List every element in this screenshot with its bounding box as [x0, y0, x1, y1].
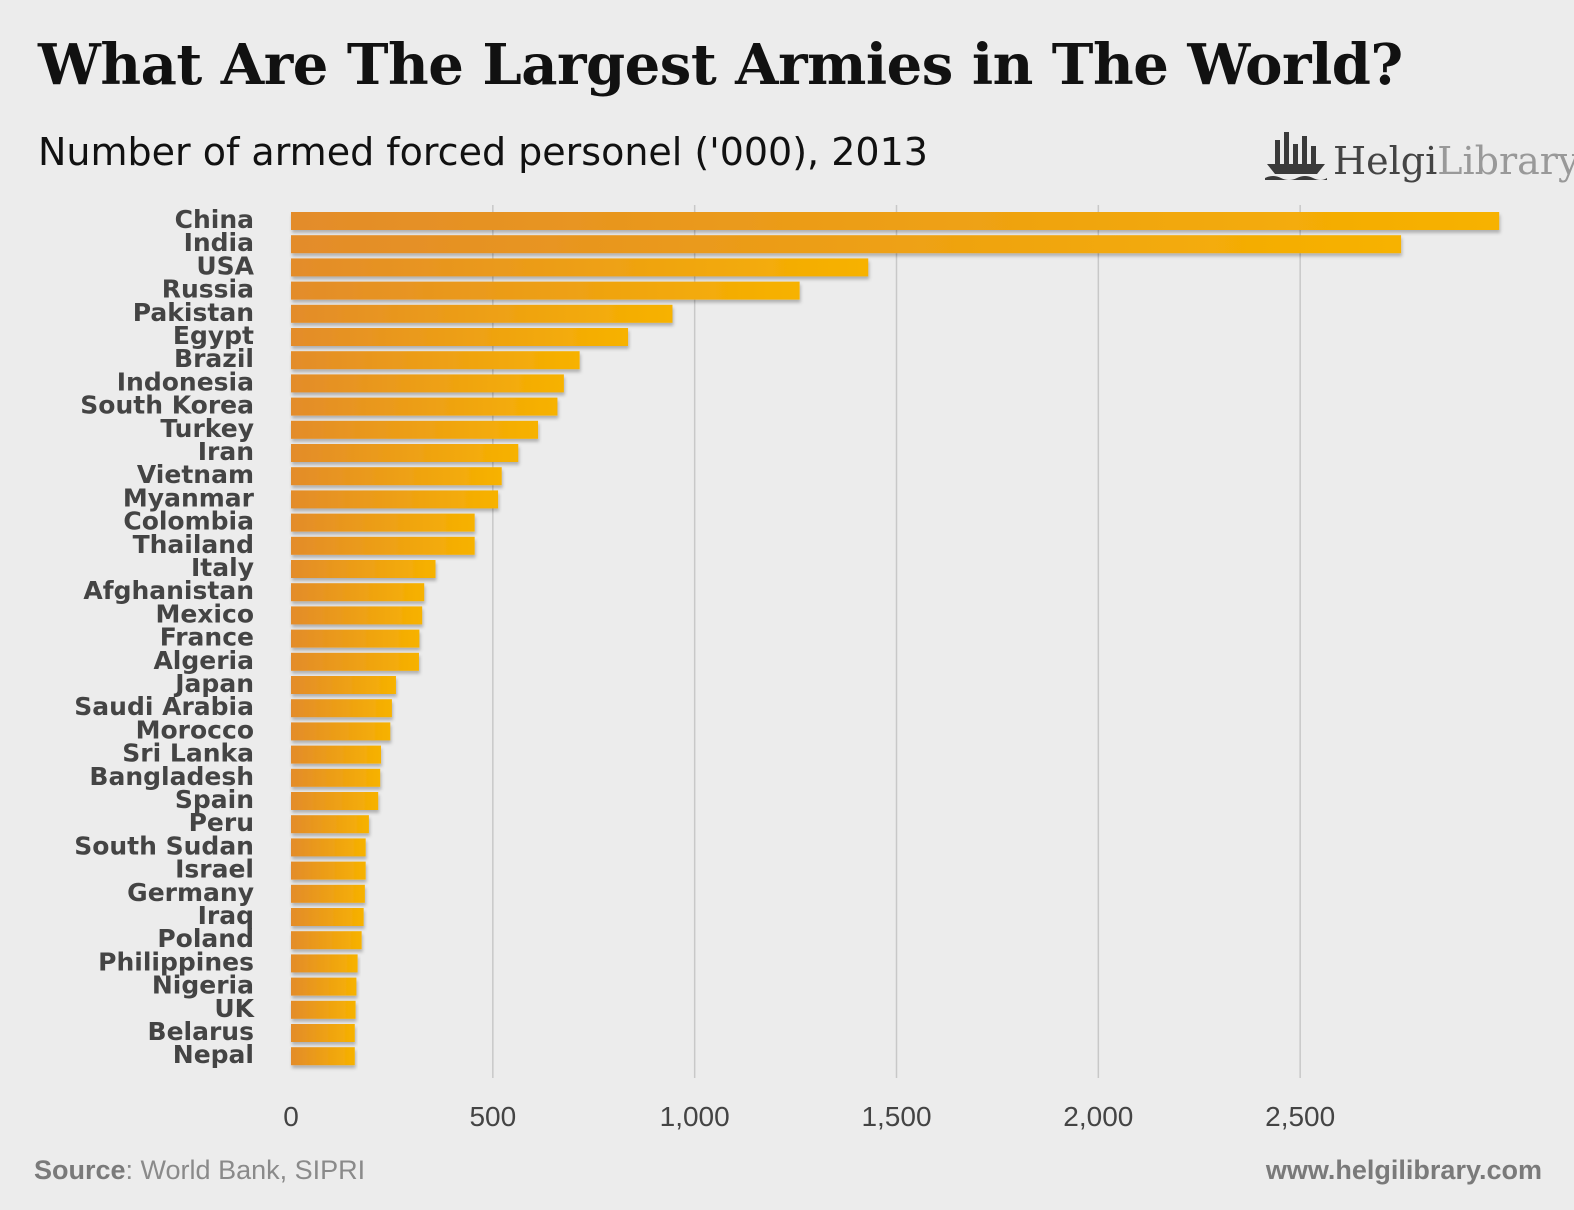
- bar-belarus: [291, 1024, 355, 1042]
- bar-israel: [291, 861, 366, 880]
- category-label: Nigeria: [152, 971, 254, 1000]
- ship-icon: [1265, 132, 1327, 180]
- category-label: UK: [214, 994, 255, 1023]
- gridlines: [492, 205, 1301, 1078]
- bar-afghanistan: [291, 583, 425, 602]
- bar-japan: [291, 676, 396, 694]
- bar-thailand: [291, 536, 475, 555]
- category-label: Sri Lanka: [122, 739, 254, 768]
- x-tick-label: 0: [283, 1101, 299, 1132]
- bar-nepal: [291, 1047, 355, 1066]
- bar-iran: [291, 444, 519, 462]
- category-label: Vietnam: [137, 460, 254, 489]
- bar-italy: [291, 560, 436, 578]
- category-label: Brazil: [174, 344, 254, 373]
- category-label: India: [184, 228, 254, 257]
- category-label: Iraq: [198, 901, 254, 930]
- x-axis-ticks: 0 500 1,000 1,500 2,000 2,500: [283, 1101, 1335, 1132]
- category-label: Saudi Arabia: [74, 692, 254, 721]
- bar-pakistan: [291, 304, 673, 323]
- bar-myanmar: [291, 490, 499, 509]
- category-label: China: [175, 205, 254, 234]
- bar-colombia: [291, 513, 475, 532]
- category-label: Algeria: [153, 646, 254, 675]
- category-label: Belarus: [148, 1017, 254, 1046]
- bar-egypt: [291, 328, 629, 346]
- category-label: USA: [196, 251, 254, 280]
- chart-subtitle: Number of armed forced personel ('000), …: [38, 130, 928, 174]
- x-tick-label: 500: [469, 1101, 516, 1132]
- category-label: Afghanistan: [83, 576, 254, 605]
- bar-sri-lanka: [291, 745, 382, 764]
- bar-nigeria: [291, 977, 357, 996]
- category-label: Germany: [127, 878, 254, 907]
- category-label: Israel: [175, 855, 254, 884]
- bar-philippines: [291, 954, 358, 973]
- bar-iraq: [291, 908, 364, 926]
- source-note: Source: World Bank, SIPRI: [34, 1155, 365, 1186]
- bar-south-korea: [291, 397, 558, 416]
- bar-france: [291, 629, 420, 648]
- bar-germany: [291, 884, 365, 903]
- category-label: Mexico: [155, 599, 254, 628]
- category-label: Colombia: [123, 507, 254, 536]
- category-label: Turkey: [160, 414, 254, 443]
- website-link[interactable]: www.helgilibrary.com: [1265, 1155, 1542, 1185]
- bar-indonesia: [291, 374, 564, 393]
- bar-turkey: [291, 420, 539, 439]
- category-label: Russia: [162, 275, 254, 304]
- category-label: Japan: [173, 669, 254, 698]
- logo-text-library: Library.: [1437, 139, 1574, 183]
- bar-vietnam: [291, 467, 502, 486]
- category-label: Nepal: [173, 1040, 254, 1069]
- category-label: Iran: [198, 437, 254, 466]
- bar-russia: [291, 281, 800, 300]
- x-tick-label: 1,500: [861, 1101, 931, 1132]
- bar-poland: [291, 931, 362, 950]
- x-tick-label: 1,000: [660, 1101, 730, 1132]
- category-label: Thailand: [133, 530, 254, 559]
- x-tick-label: 2,500: [1265, 1101, 1335, 1132]
- category-label: France: [160, 623, 254, 652]
- bars: [291, 212, 1500, 1066]
- category-label: Philippines: [98, 947, 254, 976]
- category-label: Bangladesh: [89, 762, 254, 791]
- category-label: Peru: [189, 808, 254, 837]
- category-label: Indonesia: [117, 367, 254, 396]
- logo-text-helgi: Helgi: [1333, 139, 1438, 183]
- category-label: South Korea: [80, 391, 254, 420]
- bar-uk: [291, 1000, 356, 1019]
- bar-south-sudan: [291, 838, 366, 857]
- category-label: Spain: [175, 785, 254, 814]
- bar-india: [291, 235, 1402, 254]
- source-label: Source: [34, 1155, 126, 1185]
- bar-algeria: [291, 652, 419, 671]
- bar-morocco: [291, 722, 391, 741]
- category-label: Poland: [157, 924, 254, 953]
- bar-usa: [291, 258, 869, 277]
- category-label: South Sudan: [74, 831, 254, 860]
- bar-bangladesh: [291, 768, 381, 787]
- bar-china: [291, 212, 1500, 230]
- bar-mexico: [291, 606, 423, 625]
- category-labels: ChinaIndiaUSARussiaPakistanEgyptBrazilIn…: [74, 205, 255, 1069]
- x-tick-label: 2,000: [1063, 1101, 1133, 1132]
- chart-title: What Are The Largest Armies in The World…: [38, 32, 1403, 98]
- helgi-library-logo[interactable]: HelgiLibrary.: [1265, 124, 1574, 180]
- bar-spain: [291, 792, 379, 810]
- category-label: Pakistan: [133, 298, 254, 327]
- category-label: Italy: [191, 553, 254, 582]
- source-text: : World Bank, SIPRI: [125, 1155, 366, 1185]
- bar-brazil: [291, 351, 580, 370]
- category-label: Morocco: [136, 715, 254, 744]
- bar-peru: [291, 815, 369, 834]
- category-label: Myanmar: [123, 483, 255, 512]
- bar-saudi-arabia: [291, 699, 392, 718]
- category-label: Egypt: [173, 321, 254, 350]
